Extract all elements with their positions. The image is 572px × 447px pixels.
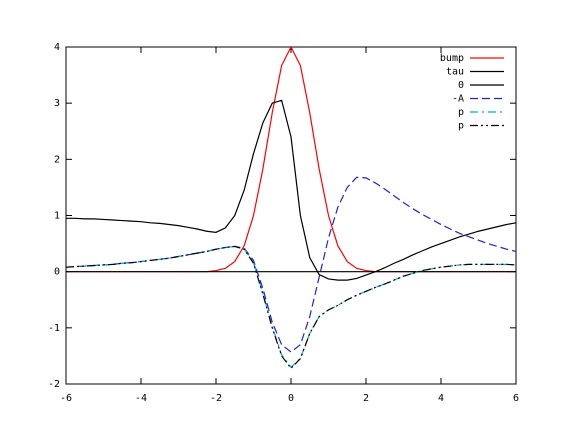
y-tick-label: 3 [54, 98, 60, 109]
legend-label: -A [452, 94, 464, 105]
x-tick-label: -6 [60, 393, 72, 404]
series-line [66, 45, 516, 273]
x-tick-label: 0 [288, 393, 294, 404]
x-tick-label: -2 [210, 393, 222, 404]
y-tick-label: 2 [54, 154, 60, 165]
series-line [65, 245, 517, 370]
legend-label: p [458, 107, 464, 118]
legend-label: p [458, 121, 464, 132]
legend-label: bump [440, 53, 464, 64]
plot-frame [65, 46, 517, 385]
series-line [66, 99, 517, 281]
y-tick-label: -2 [48, 379, 60, 390]
x-tick-label: 2 [363, 393, 369, 404]
x-tick-label: 4 [438, 393, 444, 404]
y-tick-label: -1 [48, 323, 60, 334]
legend-label: 0 [458, 80, 464, 91]
x-tick-label: -4 [135, 393, 147, 404]
series-line [65, 245, 517, 369]
legend-label: tau [446, 67, 464, 78]
x-tick-label: 6 [513, 393, 519, 404]
y-tick-label: 1 [54, 211, 60, 222]
y-tick-label: 0 [54, 267, 60, 278]
series-line [65, 176, 517, 353]
y-tick-label: 4 [54, 42, 60, 53]
